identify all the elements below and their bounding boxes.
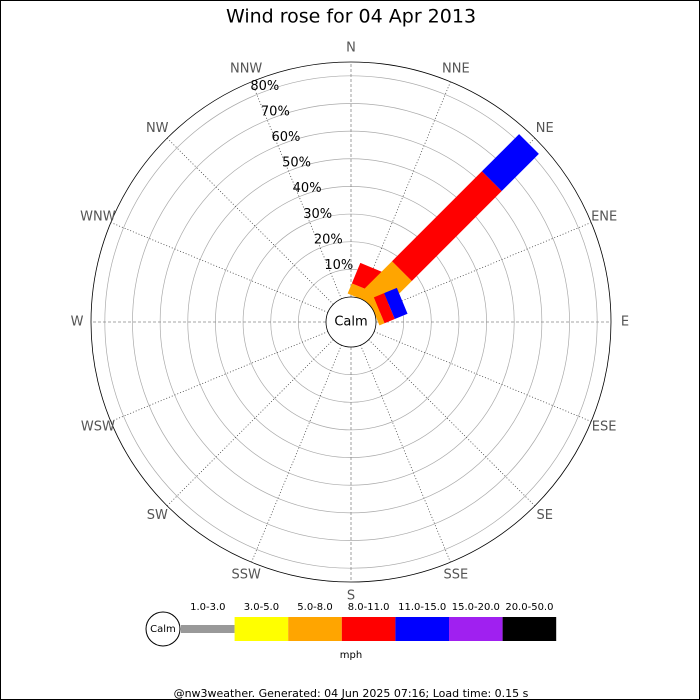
spoke — [251, 81, 342, 300]
r-tick-label: 50% — [282, 156, 311, 171]
r-tick-label: 10% — [324, 258, 353, 273]
legend-swatch — [234, 617, 289, 641]
direction-label: E — [621, 315, 629, 330]
legend-label: 20.0-50.0 — [505, 602, 553, 613]
legend-label: 11.0-15.0 — [398, 602, 446, 613]
legend-label: 1.0-3.0 — [190, 602, 225, 613]
calm-label: Calm — [334, 315, 367, 330]
legend-swatch — [449, 617, 503, 641]
legend-calm — [145, 611, 181, 647]
bar-segment — [384, 287, 408, 320]
r-tick-label: 30% — [303, 207, 332, 222]
direction-label: WSW — [81, 419, 115, 434]
spoke — [368, 339, 536, 507]
legend-calm-label: Calm — [150, 624, 176, 635]
direction-label: NE — [536, 121, 554, 136]
r-tick-label: 20% — [314, 232, 343, 247]
spoke — [360, 344, 451, 563]
bar-segment — [481, 134, 539, 192]
spoke — [110, 331, 329, 422]
direction-label: WNW — [80, 210, 116, 225]
r-tick-label: 70% — [261, 105, 290, 120]
direction-label: SSE — [443, 568, 468, 583]
direction-label: N — [346, 41, 356, 56]
legend-label: 15.0-20.0 — [452, 602, 500, 613]
direction-label: NNW — [230, 61, 262, 76]
legend-swatch — [181, 625, 235, 633]
direction-label: ESE — [592, 419, 617, 434]
direction-label: S — [347, 589, 355, 604]
direction-label: NW — [146, 121, 169, 136]
spoke — [373, 222, 592, 313]
bar-segment — [373, 293, 395, 324]
spoke — [373, 331, 592, 422]
direction-label: W — [71, 315, 84, 330]
legend-swatch — [395, 617, 449, 641]
legend-label: 5.0-8.0 — [297, 602, 332, 613]
r-tick-label: 60% — [271, 130, 300, 145]
direction-label: SE — [537, 508, 553, 523]
direction-label: SW — [147, 508, 168, 523]
outer-ring — [90, 61, 612, 583]
footer: @nw3weather. Generated: 04 Jun 2025 07:1… — [174, 687, 529, 700]
spoke — [360, 81, 451, 300]
legend-swatch — [341, 617, 396, 641]
calm-circle — [325, 296, 377, 348]
direction-label: NNE — [442, 61, 470, 76]
legend-swatch — [502, 617, 557, 641]
legend-label: 3.0-5.0 — [244, 602, 279, 613]
grid-ring — [187, 158, 515, 486]
direction-label: SSW — [231, 568, 261, 583]
legend-unit: mph — [340, 650, 362, 661]
r-tick-label: 40% — [293, 181, 322, 196]
spoke — [251, 344, 342, 563]
grid-ring — [132, 103, 570, 541]
legend-label: 8.0-11.0 — [348, 602, 390, 613]
bar-segment — [368, 297, 385, 326]
bar-segment — [392, 171, 502, 281]
direction-label: ENE — [591, 210, 617, 225]
r-tick-label: 80% — [250, 79, 279, 94]
spoke — [166, 339, 334, 507]
chart-title: Wind rose for 04 Apr 2013 — [226, 6, 476, 28]
spoke — [166, 137, 334, 305]
spoke — [110, 222, 329, 313]
legend-swatch — [288, 617, 342, 641]
